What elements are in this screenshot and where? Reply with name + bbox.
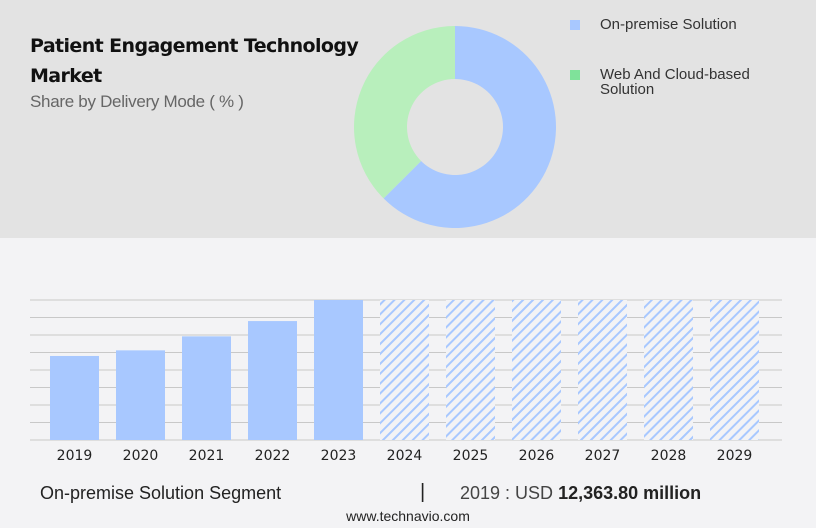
x-tick-2029: 2029 (717, 448, 753, 464)
legend-label-0: On-premise Solution (600, 16, 737, 33)
x-tick-2024: 2024 (387, 448, 423, 464)
bar-2020 (116, 350, 165, 440)
bar-2023 (314, 300, 363, 440)
bar-forecast-2024 (380, 300, 429, 440)
x-tick-2020: 2020 (123, 448, 159, 464)
x-tick-2028: 2028 (651, 448, 687, 464)
bar-2021 (182, 336, 231, 440)
bar-forecast-2025 (446, 300, 495, 440)
bar-chart: 2019 2020 2021 2022 2023 2024 2025 2026 2027 2028… (30, 299, 782, 464)
x-tick-2022: 2022 (255, 448, 291, 464)
bar-forecast-2027 (578, 300, 627, 440)
bar-forecast-2026 (512, 300, 561, 440)
page-subtitle: Share by Delivery Mode ( % ) (30, 92, 244, 111)
donut-slice-0 (383, 26, 556, 228)
x-tick-2025: 2025 (453, 448, 489, 464)
source-url[interactable]: www.technavio.com (346, 508, 470, 524)
page-title: Patient Engagement Technology Market (30, 35, 359, 87)
bar-2022 (248, 321, 297, 440)
x-tick-2021: 2021 (189, 448, 225, 464)
legend-label-1: Web And Cloud-based Solution (600, 66, 750, 98)
segment-label: On-premise Solution Segment (40, 483, 282, 503)
x-tick-2026: 2026 (519, 448, 555, 464)
segment-value: 2019 : USD 12,363.80 million (460, 483, 701, 504)
legend-swatch-0 (570, 20, 580, 30)
legend-swatch-1 (570, 70, 580, 80)
bar-2019 (50, 355, 99, 440)
bar-forecast-2028 (644, 300, 693, 440)
donut-chart (353, 26, 556, 228)
donut-slice-1 (353, 26, 455, 199)
x-tick-2023: 2023 (321, 448, 357, 464)
bar-forecast-2029 (710, 300, 759, 440)
separator: | (420, 481, 426, 503)
x-tick-2019: 2019 (57, 448, 93, 464)
x-tick-2027: 2027 (585, 448, 621, 464)
value-amount: 12,363.80 million (558, 483, 702, 503)
year-label: 2019 : USD (460, 483, 554, 503)
